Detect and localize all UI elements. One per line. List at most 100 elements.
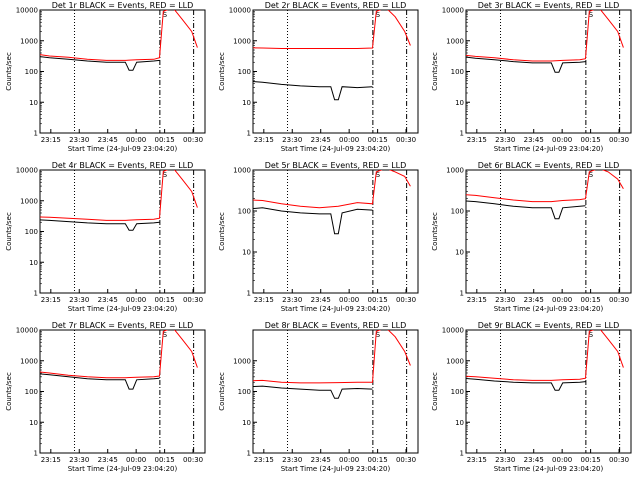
y-tick-label: 100 bbox=[25, 388, 38, 396]
y-axis-label: Counts/sec bbox=[218, 372, 226, 411]
y-tick-label: 10 bbox=[29, 259, 38, 267]
series-line-lld bbox=[40, 330, 198, 379]
x-tick-label: 23:45 bbox=[524, 296, 544, 304]
x-tick-label: 23:45 bbox=[98, 136, 118, 144]
x-tick-label: 23:15 bbox=[41, 136, 61, 144]
x-axis-label: Start Time (24-Jul-09 23:04:20) bbox=[494, 305, 604, 313]
chart-title: Det 4r BLACK = Events, RED = LLD bbox=[52, 161, 194, 170]
x-tick-label: 00:00 bbox=[552, 136, 572, 144]
y-tick-label: 10000 bbox=[442, 327, 464, 335]
x-tick-label: 00:30 bbox=[183, 456, 203, 464]
saa-marker: S bbox=[163, 171, 168, 179]
y-tick-label: 10 bbox=[242, 419, 251, 427]
x-tick-label: 00:00 bbox=[339, 296, 359, 304]
chart-panel-2: Det 2r BLACK = Events, RED = LLD 1 10 100 10… bbox=[218, 1, 419, 153]
series-line-events bbox=[40, 373, 160, 390]
x-tick-label: 23:15 bbox=[254, 136, 274, 144]
x-tick-label: 00:30 bbox=[609, 456, 629, 464]
y-tick-label: 1 bbox=[34, 450, 38, 458]
chart-panel-3: Det 3r BLACK = Events, RED = LLD 1 10 100 10… bbox=[431, 1, 632, 153]
x-tick-label: 23:15 bbox=[254, 296, 274, 304]
series-line-lld bbox=[466, 170, 624, 203]
saa-marker: S bbox=[589, 171, 594, 179]
x-axis-label: Start Time (24-Jul-09 23:04:20) bbox=[68, 145, 178, 153]
chart-title: Det 6r BLACK = Events, RED = LLD bbox=[478, 161, 620, 170]
plot-frame bbox=[465, 169, 632, 294]
y-axis-label: Counts/sec bbox=[431, 52, 439, 91]
saa-marker: S bbox=[163, 331, 168, 339]
x-axis-label: Start Time (24-Jul-09 23:04:20) bbox=[68, 465, 178, 473]
series-line-lld bbox=[253, 330, 411, 384]
series-line-events bbox=[253, 207, 373, 235]
x-tick-label: 00:15 bbox=[581, 456, 601, 464]
plot-frame bbox=[39, 329, 206, 454]
chart-title: Det 5r BLACK = Events, RED = LLD bbox=[265, 161, 407, 170]
y-tick-label: 1000 bbox=[20, 357, 38, 365]
chart-panel-8: Det 8r BLACK = Events, RED = LLD 1 10 100 10… bbox=[218, 321, 419, 473]
y-tick-label: 100 bbox=[238, 68, 251, 76]
series-line-lld bbox=[253, 170, 411, 209]
chart-title: Det 9r BLACK = Events, RED = LLD bbox=[478, 321, 620, 330]
series-line-events bbox=[466, 377, 586, 391]
x-tick-label: 23:45 bbox=[524, 456, 544, 464]
x-tick-label: 23:30 bbox=[282, 456, 302, 464]
y-tick-label: 1 bbox=[460, 130, 464, 138]
y-tick-label: 100 bbox=[451, 208, 464, 216]
chart-title: Det 1r BLACK = Events, RED = LLD bbox=[52, 1, 194, 10]
y-tick-label: 10000 bbox=[16, 167, 38, 175]
y-tick-label: 10000 bbox=[442, 7, 464, 15]
saa-marker: S bbox=[376, 331, 381, 339]
x-tick-label: 00:00 bbox=[339, 456, 359, 464]
x-tick-label: 23:45 bbox=[311, 296, 331, 304]
plot-frame bbox=[39, 9, 206, 134]
saa-marker: S bbox=[376, 11, 381, 19]
x-tick-label: 00:30 bbox=[396, 456, 416, 464]
x-tick-label: 00:15 bbox=[581, 296, 601, 304]
y-tick-label: 10 bbox=[455, 419, 464, 427]
y-tick-label: 10 bbox=[455, 249, 464, 257]
y-tick-label: 100 bbox=[25, 228, 38, 236]
x-tick-label: 23:30 bbox=[69, 456, 89, 464]
x-tick-label: 23:30 bbox=[69, 296, 89, 304]
chart-panel-5: Det 5r BLACK = Events, RED = LLD 1 10 100 10… bbox=[218, 161, 419, 313]
y-tick-label: 10000 bbox=[16, 7, 38, 15]
series-line-lld bbox=[253, 10, 411, 49]
y-axis-label: Counts/sec bbox=[5, 372, 13, 411]
y-tick-label: 1000 bbox=[446, 357, 464, 365]
y-axis-label: Counts/sec bbox=[431, 372, 439, 411]
plot-frame bbox=[39, 169, 206, 294]
x-tick-label: 00:30 bbox=[183, 296, 203, 304]
x-tick-label: 00:00 bbox=[552, 456, 572, 464]
y-tick-label: 1000 bbox=[446, 167, 464, 175]
y-axis-label: Counts/sec bbox=[5, 52, 13, 91]
x-tick-label: 23:15 bbox=[41, 456, 61, 464]
y-tick-label: 1000 bbox=[20, 197, 38, 205]
series-line-events bbox=[40, 56, 160, 71]
y-tick-label: 10 bbox=[29, 99, 38, 107]
chart-title: Det 7r BLACK = Events, RED = LLD bbox=[52, 321, 194, 330]
chart-title: Det 3r BLACK = Events, RED = LLD bbox=[478, 1, 620, 10]
y-tick-label: 10000 bbox=[16, 327, 38, 335]
x-tick-label: 23:30 bbox=[495, 456, 515, 464]
y-tick-label: 10 bbox=[455, 99, 464, 107]
y-tick-label: 1 bbox=[247, 450, 251, 458]
y-axis-label: Counts/sec bbox=[5, 212, 13, 251]
saa-marker: S bbox=[163, 11, 168, 19]
chart-panel-6: Det 6r BLACK = Events, RED = LLD 1 10 100 10… bbox=[431, 161, 632, 313]
x-tick-label: 00:15 bbox=[155, 296, 175, 304]
x-tick-label: 00:30 bbox=[609, 296, 629, 304]
x-tick-label: 00:15 bbox=[155, 456, 175, 464]
x-tick-label: 00:15 bbox=[368, 456, 388, 464]
plot-frame bbox=[252, 9, 419, 134]
x-tick-label: 00:15 bbox=[368, 296, 388, 304]
x-tick-label: 23:15 bbox=[41, 296, 61, 304]
x-tick-label: 00:00 bbox=[339, 136, 359, 144]
x-tick-label: 23:30 bbox=[495, 296, 515, 304]
x-axis-label: Start Time (24-Jul-09 23:04:20) bbox=[68, 305, 178, 313]
y-tick-label: 1000 bbox=[233, 37, 251, 45]
x-axis-label: Start Time (24-Jul-09 23:04:20) bbox=[281, 465, 391, 473]
plot-frame bbox=[465, 9, 632, 134]
y-tick-label: 1 bbox=[247, 130, 251, 138]
x-tick-label: 23:30 bbox=[495, 136, 515, 144]
y-tick-label: 10000 bbox=[229, 7, 251, 15]
